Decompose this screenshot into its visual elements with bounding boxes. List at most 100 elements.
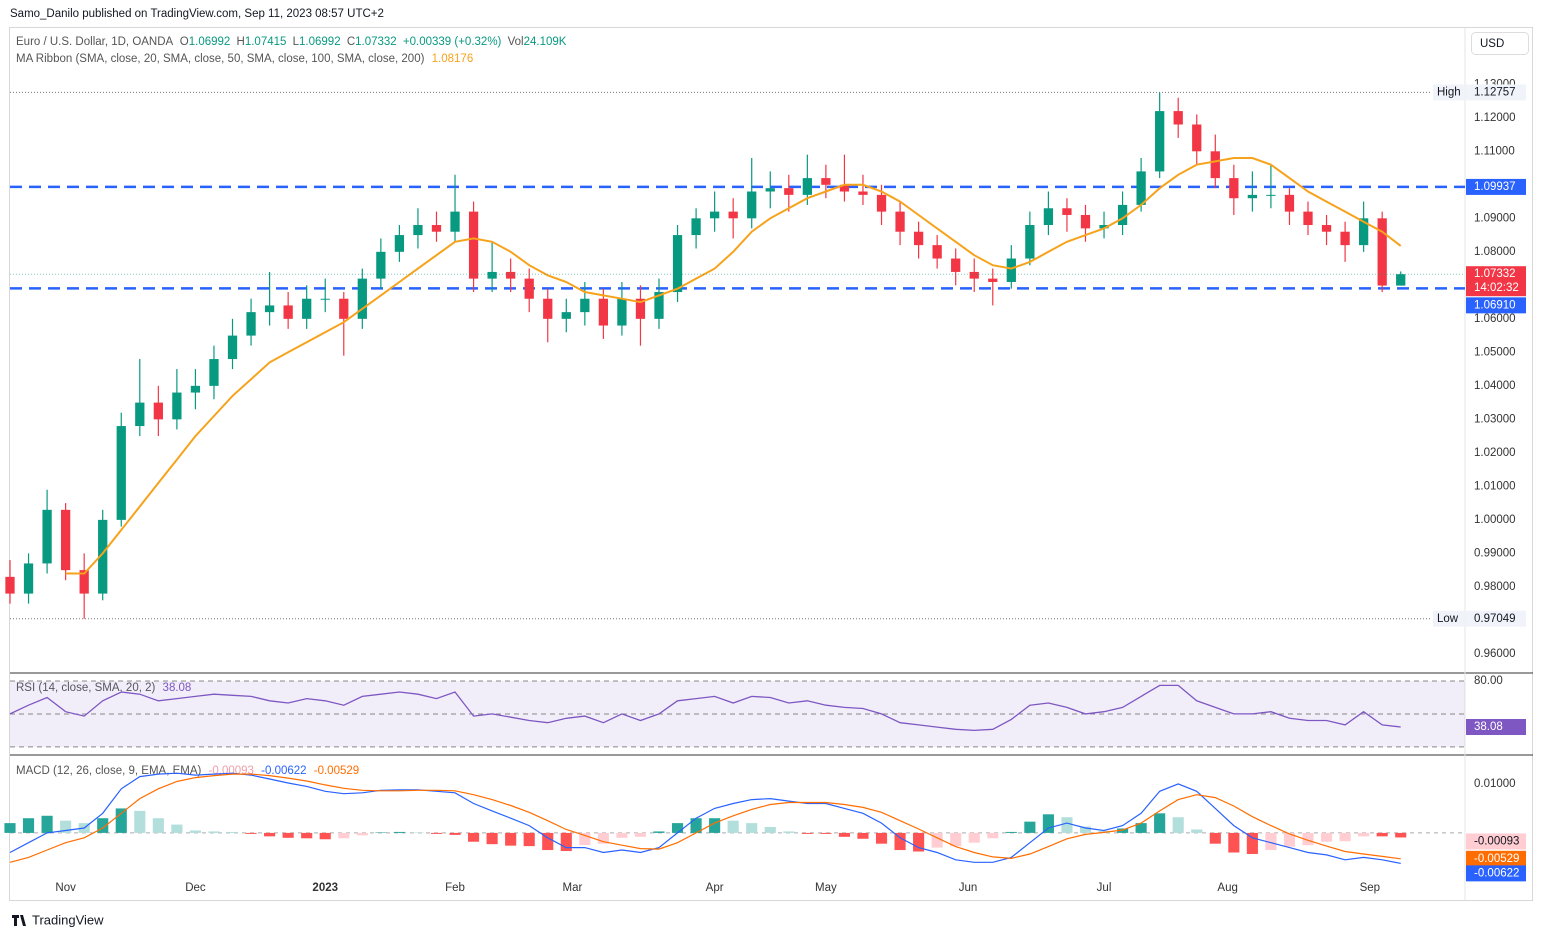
y-tick-label: 1.12000 [1474,112,1516,124]
histogram-bar [152,818,164,833]
candle-body [320,298,330,300]
candle-body [60,509,71,571]
x-tick-label: Aug [1217,882,1237,894]
level-label: 1.09937 [1474,181,1516,193]
extreme-name-box [1433,610,1464,627]
histogram-bar [1339,832,1351,842]
candle-body [302,298,312,319]
histogram-bar [987,832,999,839]
candle-body [1229,178,1239,199]
candle-body [487,271,497,279]
level-label-box [1466,297,1526,314]
rsi-value: 38.08 [163,682,192,694]
candle-body [1099,225,1109,229]
histogram-bar [950,832,962,847]
candle-body [1377,218,1387,286]
x-tick-label: Nov [55,882,76,894]
candle-body [1173,111,1183,125]
high: 1.07415 [245,36,287,48]
symbol-header: Euro / U.S. Dollar, 1D, OANDA O1.06992 H… [16,36,567,48]
histogram-bar [375,832,387,833]
currency-button[interactable] [1471,32,1529,55]
candle-body [376,251,386,279]
candle-body [895,211,905,232]
rsi-band [10,681,1465,747]
y-tick-label: 0.96000 [1474,648,1516,660]
histogram-bar [1042,814,1054,833]
ohlc-label: L [293,36,300,48]
candle-body [1136,171,1146,205]
candle-body [802,178,812,195]
histogram-bar [1024,821,1036,833]
histogram-bar [468,832,480,842]
histogram-bar [1395,832,1407,838]
y-tick-label: 1.11000 [1474,145,1515,157]
candle-body [1284,194,1295,212]
candle-body [784,188,794,195]
extreme-value: 0.97049 [1474,613,1516,625]
histogram-bar [616,832,628,838]
rsi-label: 38.08 [1474,721,1503,733]
candle-body [598,298,609,326]
x-tick-label: Feb [445,882,465,894]
candle-body [1396,274,1406,286]
candle-body [765,188,775,192]
histogram-bar [264,832,276,837]
histogram-bar [1265,832,1277,851]
extreme-value-box [1466,610,1526,627]
macd-label-box [1466,865,1526,882]
logo [12,915,26,926]
histogram-bar [226,831,239,833]
symbol: Euro / U.S. Dollar, 1D, OANDA [16,36,174,48]
rsi-header: RSI (14, close, SMA, 20, 2) 38.08 [16,682,191,694]
ma-value: 1.08176 [432,53,474,65]
histogram-bar [1209,832,1221,844]
candle-body [672,235,683,293]
candle-body [1025,225,1035,259]
x-tick-label: Apr [706,882,724,894]
histogram-bar [1154,813,1166,833]
close: 1.07332 [355,36,397,48]
candle-body [1340,231,1350,246]
histogram-bar [486,832,498,845]
brand: TradingView [32,912,104,927]
histogram-bar [931,832,943,848]
histogram-bar [301,832,313,839]
y-tick-label: 80.00 [1474,675,1503,687]
candle-body [561,312,571,319]
open: 1.06992 [189,36,231,48]
candle-body [42,509,52,564]
ma-line [65,157,1402,575]
y-tick-label: 0.99000 [1474,547,1516,559]
frame [9,27,1533,901]
histogram-bar [1228,832,1240,853]
candle-body [635,298,646,319]
currency[interactable]: USD [1480,38,1504,50]
histogram-bar [393,831,405,833]
volume: 24.109K [524,36,567,48]
signal-label-box [1466,850,1526,867]
candle-body [1192,124,1202,152]
low: 1.06992 [299,36,341,48]
candle-body [747,191,757,219]
volume-label: Vol [508,36,524,48]
candle-body [913,231,924,246]
candle-body [1266,194,1276,196]
price-box [1466,266,1526,297]
candle-body [23,563,34,594]
candle-body [1210,151,1220,179]
extreme-name: Low [1437,613,1459,625]
histogram-bar [801,832,813,834]
histogram-bar [746,823,758,833]
histogram-bar [356,832,368,836]
candle-body [135,402,145,427]
histogram-bar [634,832,647,837]
candle-body [264,305,275,313]
x-tick-label: Mar [563,882,583,894]
rsi-title: RSI (14, close, SMA, 20, 2) [16,682,156,694]
candle-body [1155,111,1165,172]
histogram-bar [783,831,795,833]
histogram-bar [449,832,461,835]
